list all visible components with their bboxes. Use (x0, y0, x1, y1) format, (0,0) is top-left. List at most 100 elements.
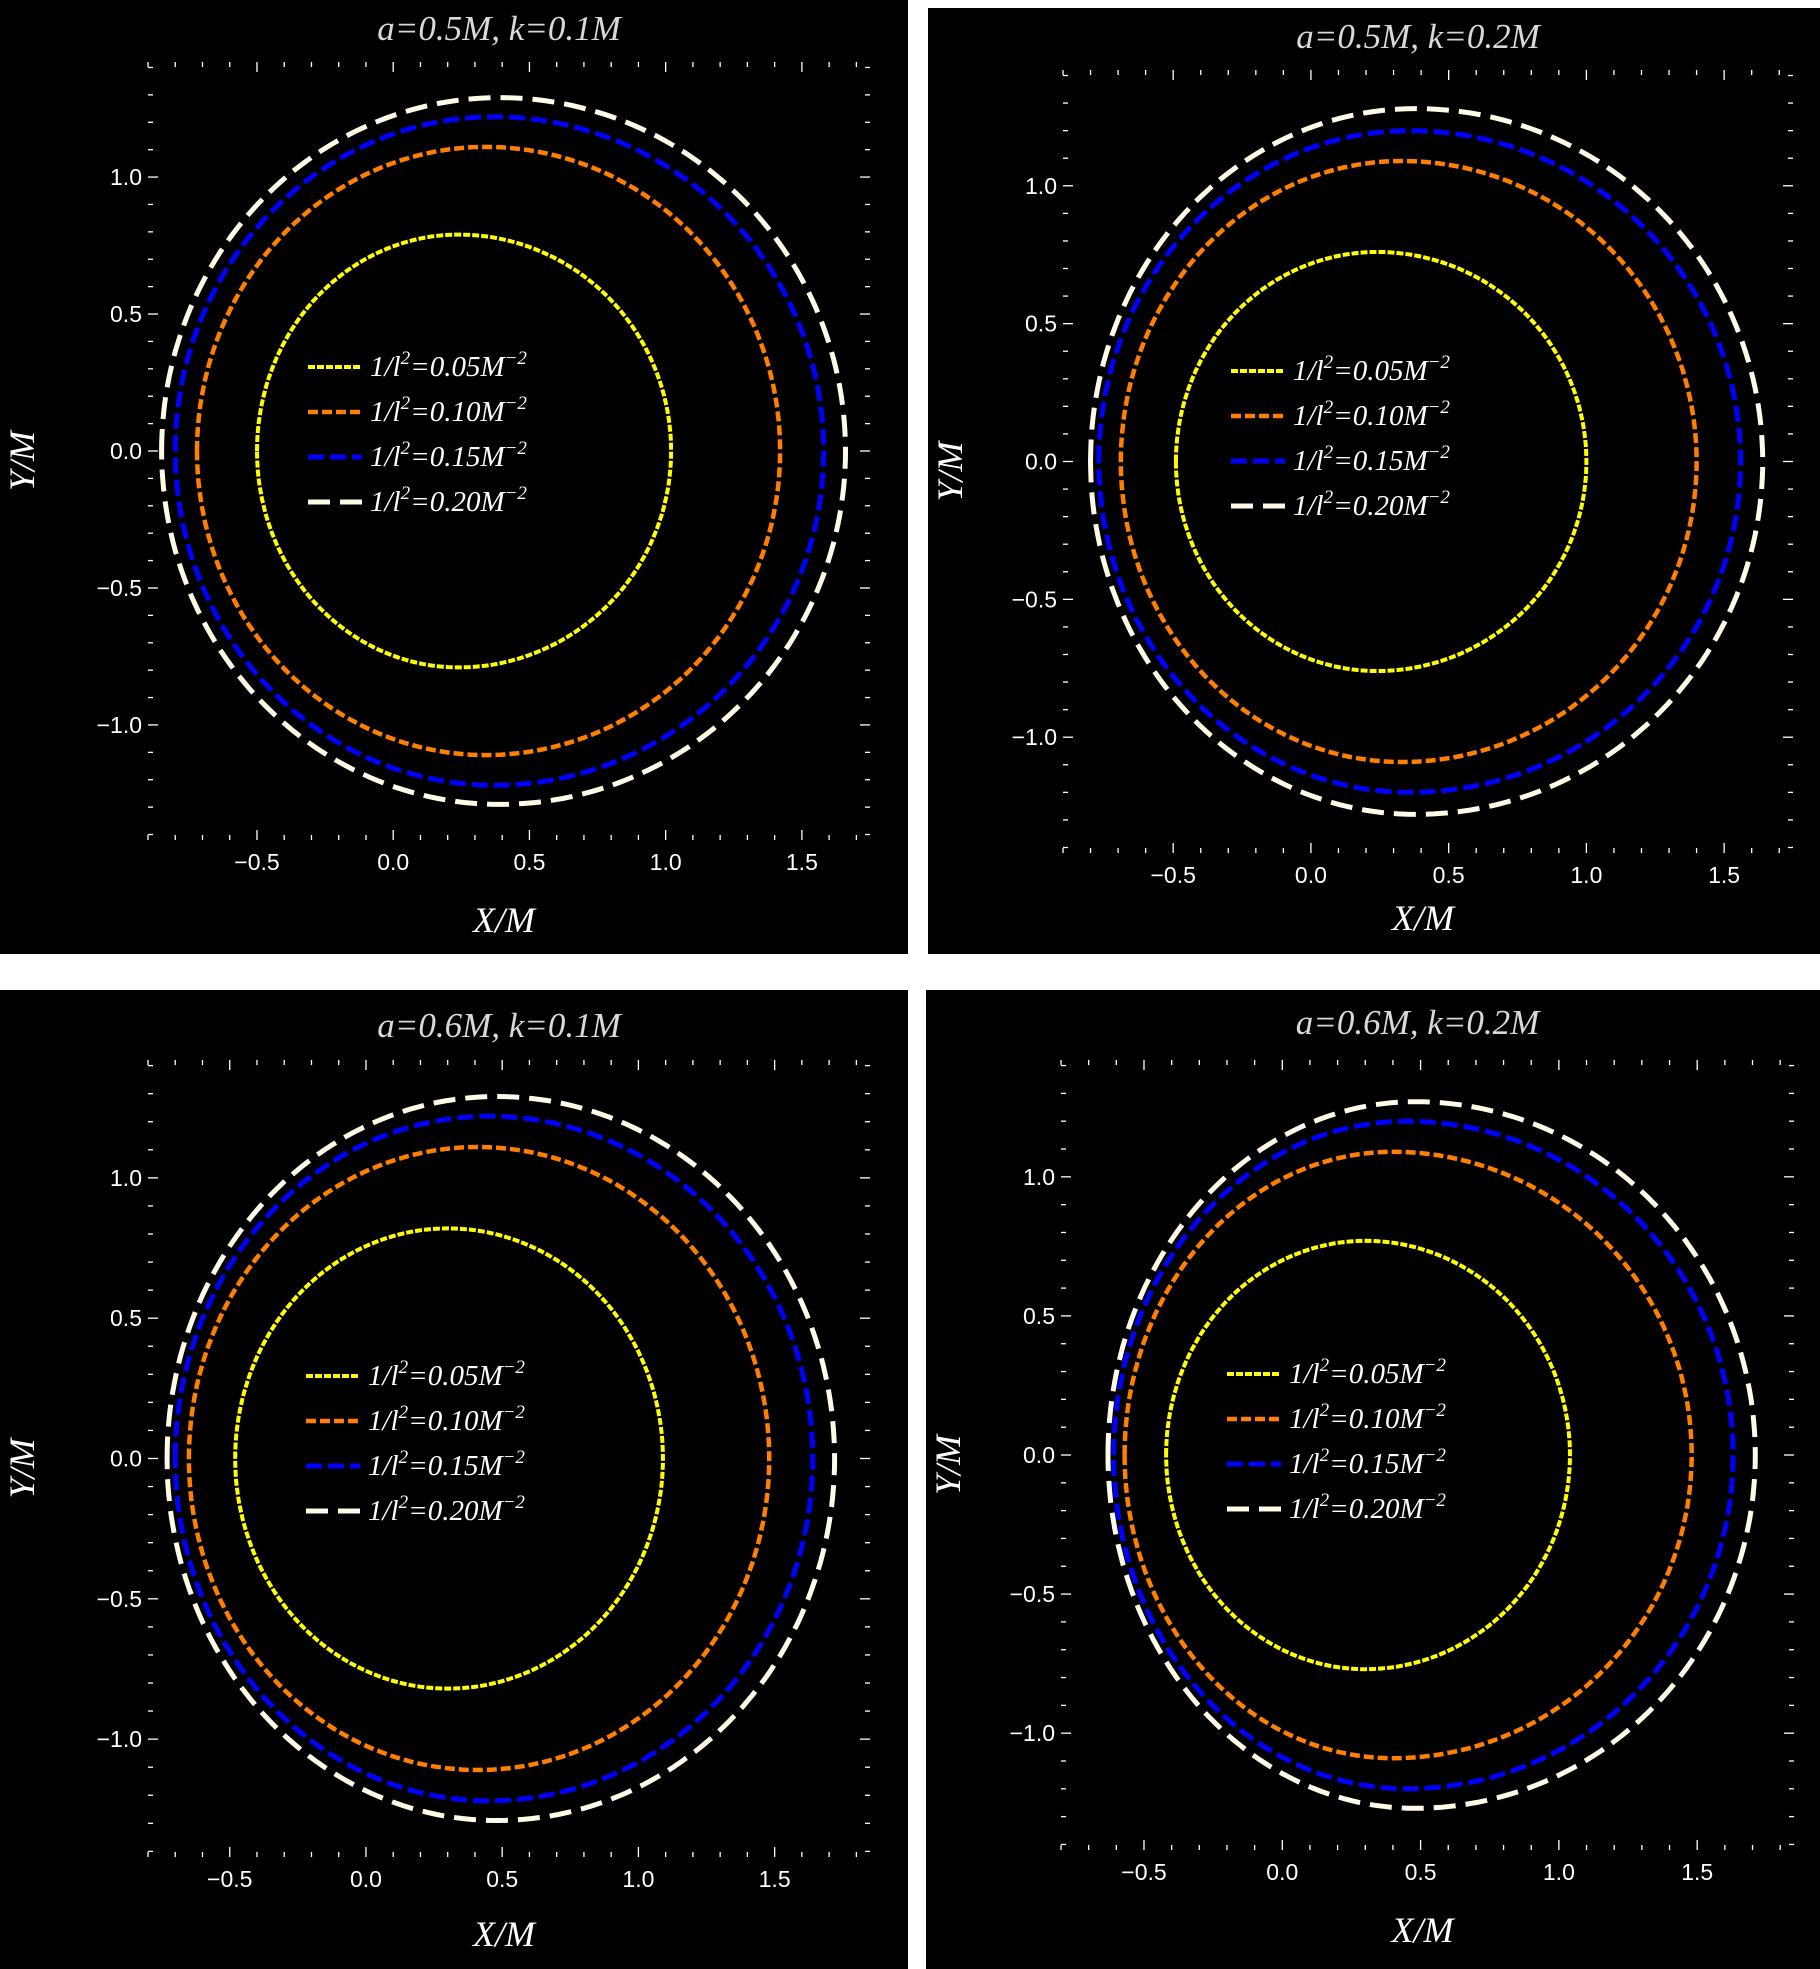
chart-svg-3: a=0.6M, k=0.1M −0.5 0.0 0.5 1.0 1.5 −1.0 −0.5 0.… (2, 1006, 870, 1954)
legend-label-sup: 2 (401, 483, 411, 504)
legend-label-3: 1/l2=0.15M−2 (1289, 1445, 1446, 1480)
legend-label-value: =0.05M (1333, 355, 1429, 387)
legend-label-1: 1/l2=0.05M−2 (370, 348, 527, 383)
x-tick-label: 0.0 (350, 1866, 382, 1892)
legend-label-prefix: 1/l (370, 351, 401, 383)
chart-title: a=0.6M, k=0.1M (377, 1006, 622, 1045)
x-axis-label: X/M (471, 1914, 537, 1954)
shadow-curve-2 (186, 1144, 772, 1773)
shadow-curve-3 (172, 114, 827, 788)
y-tick-label: −0.5 (97, 1586, 142, 1612)
x-tick-label: −0.5 (1150, 862, 1195, 888)
y-tick-label: 1.0 (110, 1165, 142, 1191)
y-tick-label: 0.0 (110, 438, 142, 464)
legend-label-unit-sup: −2 (1424, 1400, 1447, 1421)
legend-label-4: 1/l2=0.20M−2 (1293, 487, 1450, 522)
legend-label-sup: 2 (399, 1447, 409, 1468)
shadow-curve-2 (1118, 158, 1699, 765)
legend-label-value: =0.15M (1329, 1448, 1425, 1480)
x-tick-label: 1.0 (650, 849, 682, 875)
legend-label-sup: 2 (1324, 352, 1334, 373)
legend-label-sup: 2 (1324, 487, 1334, 508)
shadow-curve-2 (194, 144, 783, 758)
y-tick-label: −0.5 (1010, 1581, 1055, 1607)
legend-label-unit-sup: −2 (505, 483, 528, 504)
legend-label-value: =0.10M (1333, 400, 1429, 432)
legend-label-2: 1/l2=0.10M−2 (1293, 397, 1450, 432)
legend-label-unit-sup: −2 (1428, 487, 1451, 508)
legend-label-1: 1/l2=0.05M−2 (1289, 1355, 1446, 1390)
legend-label-value: =0.15M (408, 1450, 504, 1482)
shadow-curve-4 (159, 95, 849, 807)
legend-label-value: =0.10M (410, 396, 506, 428)
y-tick-label: −1.0 (1010, 1720, 1055, 1746)
x-tick-label: 1.0 (622, 1866, 654, 1892)
legend-label-3: 1/l2=0.15M−2 (370, 438, 527, 473)
y-tick-label: 0.5 (1023, 1303, 1055, 1329)
legend-label-unit-sup: −2 (1424, 1445, 1447, 1466)
legend-label-value: =0.10M (1329, 1403, 1425, 1435)
y-tick-label: 0.5 (1025, 311, 1057, 337)
x-tick-label: 0.5 (1433, 862, 1465, 888)
shadow-curve-1 (1164, 1238, 1573, 1672)
y-tick-label: −0.5 (1012, 586, 1057, 612)
y-tick-label: 1.0 (110, 164, 142, 190)
chart-title: a=0.5M, k=0.1M (377, 9, 622, 48)
legend-label-prefix: 1/l (368, 1495, 399, 1527)
chart-panel-3: a=0.6M, k=0.1M −0.5 0.0 0.5 1.0 1.5 −1.0 −0.5 0.… (0, 990, 908, 1969)
x-tick-label: 0.5 (486, 1866, 518, 1892)
legend-label-unit-sup: −2 (503, 1492, 526, 1513)
x-tick-label: 1.5 (759, 1866, 791, 1892)
legend-label-sup: 2 (399, 1402, 409, 1423)
legend-label-4: 1/l2=0.20M−2 (368, 1492, 525, 1527)
x-tick-label: 0.0 (1295, 862, 1327, 888)
x-tick-label: −0.5 (1121, 1859, 1166, 1885)
x-axis-label: X/M (1390, 1910, 1456, 1950)
legend-label-value: =0.15M (1333, 445, 1429, 477)
legend-label-prefix: 1/l (1289, 1403, 1320, 1435)
x-tick-label: 0.5 (1405, 1859, 1437, 1885)
chart-panel-1: a=0.5M, k=0.1M −0.5 0.0 0.5 1.0 1.5 −1.0 −0.5 0.… (0, 0, 908, 954)
x-tick-label: −0.5 (207, 1866, 252, 1892)
chart-title: a=0.5M, k=0.2M (1296, 17, 1541, 56)
legend-label-value: =0.20M (410, 486, 506, 518)
legend-label-sup: 2 (1320, 1490, 1330, 1511)
legend-label-prefix: 1/l (1293, 490, 1324, 522)
x-axis-label: X/M (1390, 898, 1456, 938)
legend-label-prefix: 1/l (370, 396, 401, 428)
legend-label-value: =0.05M (408, 1360, 504, 1392)
y-tick-label: 1.0 (1025, 173, 1057, 199)
y-tick-label: −1.0 (1012, 724, 1057, 750)
legend-label-unit-sup: −2 (503, 1357, 526, 1378)
legend-label-sup: 2 (401, 348, 411, 369)
legend-label-sup: 2 (399, 1357, 409, 1378)
shadow-curve-1 (233, 1226, 665, 1691)
legend-label-1: 1/l2=0.05M−2 (1293, 352, 1450, 387)
legend-label-value: =0.20M (1329, 1493, 1425, 1525)
y-tick-label: 1.0 (1023, 1164, 1055, 1190)
x-tick-label: 0.5 (513, 849, 545, 875)
legend-label-sup: 2 (1320, 1400, 1330, 1421)
legend-label-sup: 2 (1320, 1355, 1330, 1376)
legend-label-2: 1/l2=0.10M−2 (1289, 1400, 1446, 1435)
legend-label-sup: 2 (1324, 442, 1334, 463)
legend-label-value: =0.05M (1329, 1358, 1425, 1390)
shadow-curve-4 (1088, 106, 1766, 817)
x-tick-label: −0.5 (234, 849, 279, 875)
y-tick-label: 0.0 (110, 1446, 142, 1472)
legend-label-2: 1/l2=0.10M−2 (368, 1402, 525, 1437)
x-tick-label: 1.0 (1543, 1859, 1575, 1885)
legend-label-prefix: 1/l (370, 486, 401, 518)
x-axis-label: X/M (471, 900, 537, 940)
chart-panel-2: a=0.5M, k=0.2M −0.5 0.0 0.5 1.0 1.5 −1.0 −0.5 0.… (928, 8, 1820, 954)
legend-label-sup: 2 (401, 393, 411, 414)
legend-label-unit-sup: −2 (1428, 442, 1451, 463)
y-axis-label: Y/M (928, 1433, 968, 1495)
legend-label-unit-sup: −2 (1424, 1490, 1447, 1511)
x-tick-label: 1.5 (1708, 862, 1740, 888)
x-tick-label: 1.5 (1681, 1859, 1713, 1885)
legend-label-unit-sup: −2 (503, 1447, 526, 1468)
legend-label-4: 1/l2=0.20M−2 (1289, 1490, 1446, 1525)
legend-label-unit-sup: −2 (505, 438, 528, 459)
y-axis-label: Y/M (2, 429, 42, 491)
